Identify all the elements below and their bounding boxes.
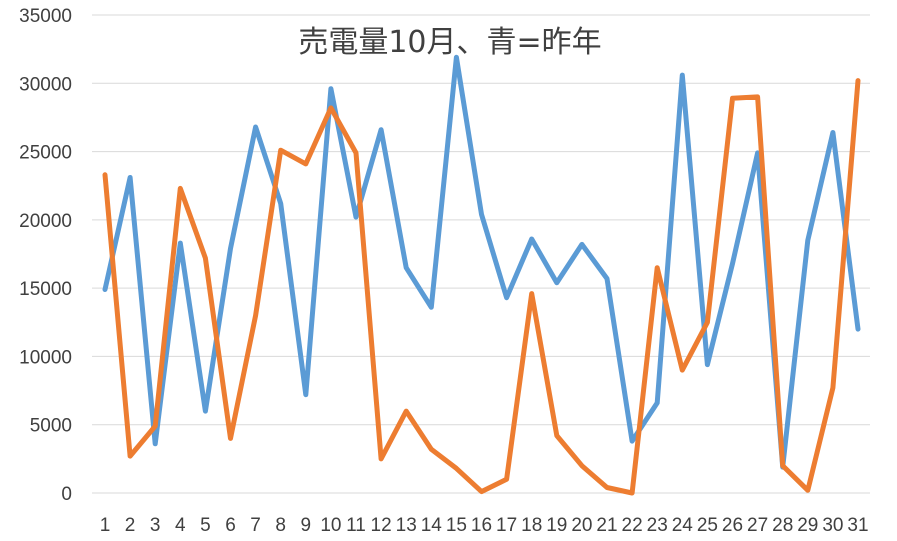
y-tick-label: 25000 bbox=[19, 143, 72, 164]
x-tick-label: 18 bbox=[521, 515, 542, 536]
x-tick-label: 15 bbox=[446, 515, 467, 536]
chart-title: 売電量10月、青=昨年 bbox=[298, 25, 601, 60]
x-tick-label: 28 bbox=[772, 515, 793, 536]
x-tick-label: 8 bbox=[275, 515, 286, 536]
y-tick-label: 35000 bbox=[19, 6, 72, 27]
y-tick-label: 15000 bbox=[19, 279, 72, 300]
gridlines bbox=[92, 14, 870, 494]
x-tick-label: 22 bbox=[622, 515, 643, 536]
x-tick-label: 27 bbox=[747, 515, 768, 536]
x-tick-label: 1 bbox=[100, 515, 111, 536]
x-tick-label: 30 bbox=[822, 515, 843, 536]
x-tick-label: 3 bbox=[150, 515, 161, 536]
y-tick-label: 30000 bbox=[19, 74, 72, 95]
x-tick-label: 21 bbox=[596, 515, 617, 536]
x-tick-label: 7 bbox=[250, 515, 261, 536]
series-group bbox=[102, 54, 861, 496]
x-tick-label: 2 bbox=[125, 515, 136, 536]
x-tick-label: 12 bbox=[371, 515, 392, 536]
x-tick-label: 5 bbox=[200, 515, 211, 536]
x-tick-label: 25 bbox=[697, 515, 718, 536]
x-tick-label: 23 bbox=[647, 515, 668, 536]
y-tick-label: 10000 bbox=[19, 347, 72, 368]
x-tick-label: 6 bbox=[225, 515, 236, 536]
x-tick-label: 29 bbox=[797, 515, 818, 536]
x-tick-label: 4 bbox=[175, 515, 186, 536]
x-tick-label: 17 bbox=[496, 515, 517, 536]
x-tick-label: 24 bbox=[672, 515, 694, 536]
x-tick-label: 10 bbox=[320, 515, 341, 536]
x-tick-label: 31 bbox=[847, 515, 868, 536]
x-tick-label: 9 bbox=[301, 515, 312, 536]
x-tick-label: 11 bbox=[346, 515, 366, 536]
x-tick-label: 20 bbox=[571, 515, 592, 536]
x-tick-label: 14 bbox=[421, 515, 443, 536]
y-tick-label: 5000 bbox=[30, 416, 72, 437]
y-tick-label: 0 bbox=[61, 484, 72, 505]
y-axis-tick-labels: 0 5000 10000 15000 20000 25000 30000 35000 bbox=[19, 6, 72, 505]
x-tick-label: 13 bbox=[396, 515, 417, 536]
x-axis-tick-labels: 1 2 3 4 5 6 7 8 9 10 11 12 13 14 15 16 17 18 19 20 21 22 23 24 2… bbox=[100, 515, 869, 536]
series-line-2 bbox=[102, 78, 861, 496]
x-tick-label: 16 bbox=[471, 515, 492, 536]
x-tick-label: 26 bbox=[722, 515, 743, 536]
series-line-1 bbox=[102, 54, 861, 470]
x-tick-label: 19 bbox=[546, 515, 567, 536]
y-tick-label: 20000 bbox=[19, 211, 72, 232]
